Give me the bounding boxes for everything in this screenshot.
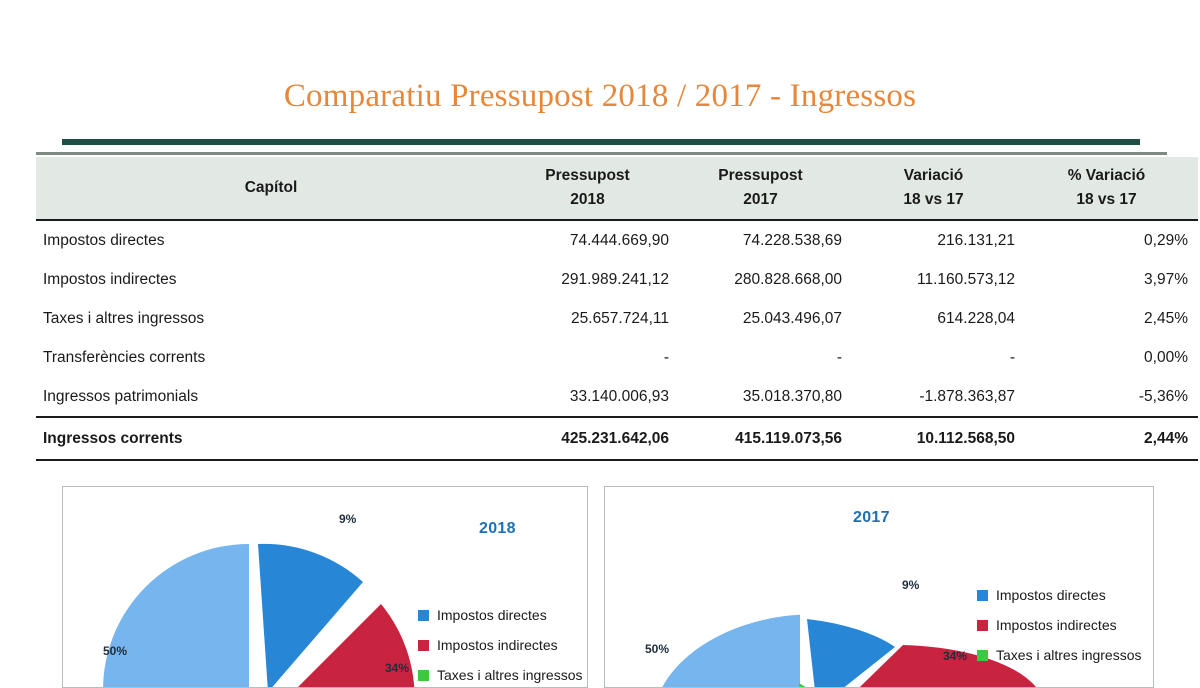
table-header-row: Capítol Pressupost 2018 Pressupost 2017 … — [36, 157, 1198, 221]
column-header-capitol-line1: Capítol — [244, 178, 298, 196]
cell-pressupost-2017: 74.228.538,69 — [742, 231, 842, 249]
chart-legend-2017: Impostos directes Impostos indirectes Ta… — [977, 587, 1142, 663]
pie-chart-panel-2018: 2018 9% 50% 34% 9% 34% 50% Impostos dire… — [62, 486, 588, 688]
table-body: Impostos directes 74.444.669,90 74.228.5… — [36, 220, 1198, 461]
total-cell-pct-variacio: 2,44% — [1025, 416, 1198, 461]
cell-pressupost-2018: 25.657.724,11 — [571, 309, 669, 327]
pie-data-label-2018-indirectes: 34% — [385, 661, 410, 675]
column-header-pressupost-2018-line1: Pressupost — [545, 167, 630, 185]
total-cell-capitol: Ingressos corrents — [36, 416, 506, 461]
legend-label: Taxes i altres ingressos — [437, 667, 583, 683]
legend-swatch-icon — [418, 609, 429, 621]
cell-capitol: Impostos directes — [43, 231, 165, 249]
legend-item-impostos-directes: Impostos directes — [418, 607, 583, 623]
cell-capitol: Impostos indirectes — [43, 270, 177, 288]
legend-swatch-icon — [977, 619, 988, 631]
header-accent-rule — [62, 139, 1140, 145]
column-header-capitol: Capítol — [36, 157, 506, 221]
legend-swatch-icon — [977, 589, 988, 601]
pie-data-label-2018-patrimonials: 50% — [103, 644, 128, 658]
pie-chart-2018: 9% 50% 34% — [103, 543, 415, 687]
table-header: Capítol Pressupost 2018 Pressupost 2017 … — [36, 157, 1198, 221]
cell-variacio: 614.228,04 — [937, 309, 1015, 327]
column-header-variacio-line2: 18 vs 17 — [903, 190, 964, 208]
column-header-pct-variacio-line1: % Variació — [1067, 167, 1146, 185]
cell-pct-variacio: 0,29% — [1144, 231, 1188, 249]
header-divider-rule — [36, 152, 1167, 155]
cell-pct-variacio: -5,36% — [1138, 387, 1188, 405]
cell-pressupost-2018: - — [663, 348, 669, 366]
cell-pct-variacio: 3,97% — [1144, 270, 1188, 288]
cell-capitol: Ingressos patrimonials — [43, 387, 199, 405]
cell-capitol: Transferències corrents — [43, 348, 206, 366]
table-row: Impostos directes 74.444.669,90 74.228.5… — [36, 220, 1198, 260]
column-header-pressupost-2018: Pressupost 2018 — [506, 157, 679, 221]
cell-pressupost-2018: 74.444.669,90 — [569, 231, 669, 249]
cell-pressupost-2017: 25.043.496,07 — [742, 309, 842, 327]
column-header-pressupost-2018-line2: 2018 — [570, 190, 605, 208]
pie-slice-impostos-directes — [258, 543, 363, 687]
chart-legend-2018: Impostos directes Impostos indirectes Ta… — [418, 607, 583, 683]
cell-pct-variacio: 2,45% — [1144, 309, 1188, 327]
total-cell-pressupost-2017: 415.119.073,56 — [679, 416, 852, 461]
column-header-pct-variacio-line2: 18 vs 17 — [1076, 190, 1137, 208]
table-total-row: Ingressos corrents 425.231.642,06 415.11… — [36, 416, 1198, 461]
legend-swatch-icon — [977, 649, 988, 661]
legend-item-impostos-indirectes: Impostos indirectes — [977, 617, 1142, 633]
legend-label: Impostos indirectes — [996, 617, 1117, 633]
table-row: Transferències corrents - - - 0,00% — [36, 338, 1198, 377]
legend-label: Impostos directes — [996, 587, 1106, 603]
total-cell-pressupost-2018: 425.231.642,06 — [506, 416, 679, 461]
pie-data-label-2017-indirectes: 34% — [943, 649, 968, 663]
legend-item-taxes-altres-ingressos: Taxes i altres ingressos — [977, 647, 1142, 663]
legend-swatch-icon — [418, 669, 429, 681]
cell-pressupost-2017: - — [836, 348, 842, 366]
pie-slice-impostos-indirectes — [298, 604, 415, 687]
cell-pressupost-2017: 280.828.668,00 — [734, 270, 842, 288]
column-header-pressupost-2017: Pressupost 2017 — [679, 157, 852, 221]
legend-item-impostos-indirectes: Impostos indirectes — [418, 637, 583, 653]
column-header-pressupost-2017-line2: 2017 — [743, 190, 778, 208]
pie-slice-ingressos-patrimonials — [103, 544, 249, 687]
pie-data-label-2018-directes: 9% — [339, 512, 357, 526]
legend-label: Taxes i altres ingressos — [996, 647, 1142, 663]
pie-data-label-2017-patrimonials: 50% — [645, 642, 670, 656]
legend-item-impostos-directes: Impostos directes — [977, 587, 1142, 603]
table-row: Taxes i altres ingressos 25.657.724,11 2… — [36, 299, 1198, 338]
legend-label: Impostos directes — [437, 607, 547, 623]
column-header-variacio-line1: Variació — [903, 167, 964, 185]
table-row: Ingressos patrimonials 33.140.006,93 35.… — [36, 377, 1198, 417]
cell-pct-variacio: 0,00% — [1144, 348, 1188, 366]
cell-pressupost-2017: 35.018.370,80 — [742, 387, 842, 405]
budget-comparison-table: Capítol Pressupost 2018 Pressupost 2017 … — [36, 157, 1198, 461]
pie-chart-panel-2017: 2017 9% 34% 50% Impostos directes Impost… — [604, 486, 1154, 688]
column-header-pressupost-2017-line1: Pressupost — [718, 167, 803, 185]
cell-pressupost-2018: 291.989.241,12 — [561, 270, 669, 288]
chart-title-2017: 2017 — [853, 509, 890, 526]
cell-variacio: 216.131,21 — [937, 231, 1015, 249]
cell-variacio: 11.160.573,12 — [917, 270, 1015, 288]
total-cell-variacio: 10.112.568,50 — [852, 416, 1025, 461]
legend-item-taxes-altres-ingressos: Taxes i altres ingressos — [418, 667, 583, 683]
cell-capitol: Taxes i altres ingressos — [43, 309, 205, 327]
cell-pressupost-2018: 33.140.006,93 — [569, 387, 669, 405]
cell-variacio: - — [1009, 348, 1015, 366]
page-title: Comparatiu Pressupost 2018 / 2017 - Ingr… — [283, 78, 917, 114]
chart-title-2018: 2018 — [479, 520, 516, 537]
pie-data-label-2017-directes: 9% — [902, 578, 920, 592]
column-header-variacio: Variació 18 vs 17 — [852, 157, 1025, 221]
legend-swatch-icon — [418, 639, 429, 651]
pie-slice-impostos-directes — [807, 619, 895, 687]
table-row: Impostos indirectes 291.989.241,12 280.8… — [36, 260, 1198, 299]
legend-label: Impostos indirectes — [437, 637, 558, 653]
column-header-pct-variacio: % Variació 18 vs 17 — [1025, 157, 1198, 221]
cell-variacio: -1.878.363,87 — [919, 387, 1015, 405]
